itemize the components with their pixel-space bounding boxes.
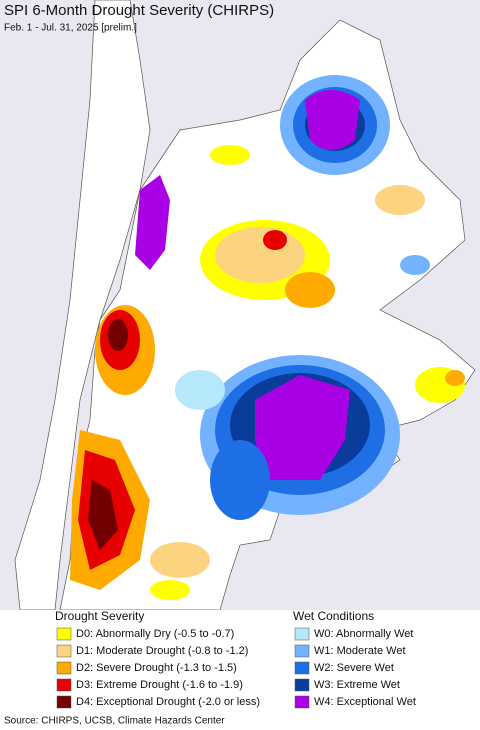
legend-swatch [294, 644, 310, 658]
map-shape [305, 90, 360, 150]
legend-swatch [294, 627, 310, 641]
legend-label: W2: Severe Wet [314, 662, 394, 674]
legend-label: W0: Abnormally Wet [314, 628, 413, 640]
map-shape [88, 480, 118, 550]
legend-background [0, 610, 480, 730]
map [0, 0, 480, 611]
legend-title: Drought Severity [55, 609, 144, 623]
legend-swatch [294, 678, 310, 692]
legend-title: Wet Conditions [293, 609, 374, 623]
map-shape [255, 375, 350, 480]
map-shape [108, 319, 128, 351]
map-shape [175, 370, 225, 410]
map-shape [375, 185, 425, 215]
map-shape [445, 370, 465, 386]
legend-swatch [56, 644, 72, 658]
map-shape [400, 255, 430, 275]
legend-label: D4: Exceptional Drought (-2.0 or less) [76, 696, 260, 708]
legend-label: D3: Extreme Drought (-1.6 to -1.9) [76, 679, 243, 691]
legend-label: W1: Moderate Wet [314, 645, 406, 657]
legend-label: D2: Severe Drought (-1.3 to -1.5) [76, 662, 237, 674]
legend-swatch [56, 661, 72, 675]
legend-swatch [56, 627, 72, 641]
map-shape [150, 542, 210, 578]
legend-label: W4: Exceptional Wet [314, 696, 416, 708]
map-shape [215, 227, 305, 283]
map-shape [135, 175, 170, 270]
legend-swatch [56, 678, 72, 692]
subtitle: Feb. 1 - Jul. 31, 2025 [prelim.] [4, 23, 137, 34]
legend-swatch [294, 695, 310, 709]
source: Source: CHIRPS, UCSB, Climate Hazards Ce… [4, 716, 225, 727]
legend-label: W3: Extreme Wet [314, 679, 400, 691]
legend-swatch [294, 661, 310, 675]
map-shape [285, 272, 335, 308]
map-shape [210, 440, 270, 520]
legend-swatch [56, 695, 72, 709]
legend-label: D1: Moderate Drought (-0.8 to -1.2) [76, 645, 248, 657]
map-shape [150, 580, 190, 600]
map-shape [263, 230, 287, 250]
map-shape [14, 0, 151, 611]
title: SPI 6-Month Drought Severity (CHIRPS) [4, 2, 274, 19]
legend-label: D0: Abnormally Dry (-0.5 to -0.7) [76, 628, 234, 640]
map-shape [210, 145, 250, 165]
